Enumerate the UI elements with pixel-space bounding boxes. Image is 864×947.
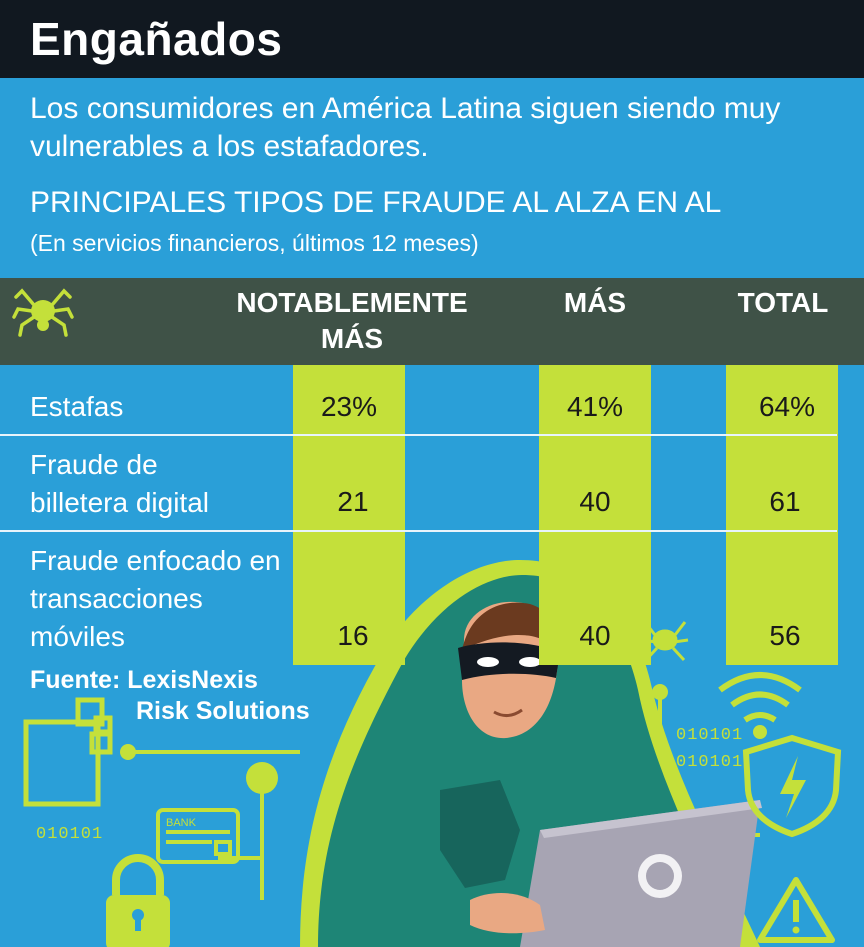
cell-estafas-notablemente: 23% <box>320 391 378 422</box>
title-bar <box>0 0 864 78</box>
source-line-2: Risk Solutions <box>136 697 310 725</box>
column-bar-notablemente <box>293 365 405 665</box>
laptop-icon <box>520 800 762 947</box>
row-separator <box>0 434 837 436</box>
row-label-moviles: Fraude enfocado en transacciones móviles <box>30 545 281 652</box>
row-label-estafas: Estafas <box>30 391 124 422</box>
source-line-1: Fuente: LexisNexis <box>30 666 258 694</box>
column-bar-total <box>726 365 838 665</box>
binary-text-2: 010101 <box>676 753 744 772</box>
row-label-billetera: Fraude de billetera digital <box>30 449 209 518</box>
column-header-notablemente: NOTABLEMENTE MÁS <box>236 287 468 354</box>
window-icon <box>23 697 113 807</box>
row-separator <box>0 530 837 532</box>
cell-billetera-mas: 40 <box>579 486 611 517</box>
shield-bolt-icon <box>742 734 842 838</box>
cell-moviles-mas: 40 <box>579 620 611 651</box>
skull-emblem <box>440 780 520 888</box>
cell-estafas-total: 64% <box>758 391 816 422</box>
chart-title: PRINCIPALES TIPOS DE FRAUDE AL ALZA EN A… <box>30 186 722 219</box>
padlock-icon <box>106 854 170 947</box>
intro-text: Los consumidores en América Latina sigue… <box>30 92 781 163</box>
binary-text-1: 010101 <box>676 726 744 745</box>
table-header-band <box>0 278 864 365</box>
cell-moviles-total: 56 <box>769 620 801 651</box>
cell-estafas-mas: 41% <box>566 391 624 422</box>
cell-moviles-notablemente: 16 <box>337 620 369 651</box>
spider-icon <box>12 288 74 337</box>
warning-icon <box>757 877 835 943</box>
column-bar-mas <box>539 365 651 665</box>
cell-billetera-total: 61 <box>769 486 801 517</box>
wifi-icon <box>718 672 802 723</box>
page-title: Engañados <box>30 13 283 65</box>
binary-text-3: 010101 <box>36 825 104 844</box>
chart-subtitle: (En servicios financieros, últimos 12 me… <box>30 230 479 256</box>
column-header-mas: MÁS <box>563 287 627 318</box>
column-header-total: TOTAL <box>737 287 829 318</box>
bank-label: BANK <box>166 817 197 829</box>
cell-billetera-notablemente: 21 <box>337 486 369 517</box>
bank-card-icon <box>156 808 240 864</box>
